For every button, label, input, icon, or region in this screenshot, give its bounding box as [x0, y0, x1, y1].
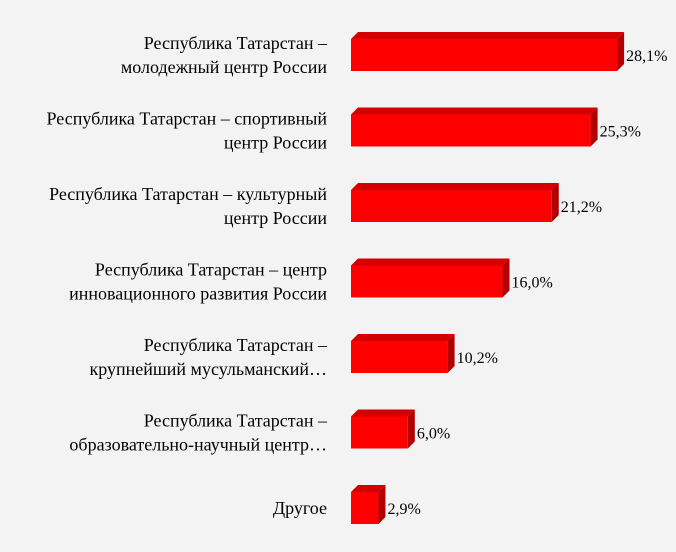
category-label: Республика Татарстан – крупнейший мусульм… [90, 335, 328, 379]
bar [351, 492, 379, 524]
bar-top-face [351, 258, 510, 266]
data-label: 2,9% [387, 501, 420, 518]
bar-side-face [407, 409, 415, 449]
data-label: 28,1% [626, 48, 667, 65]
bar-group [351, 485, 386, 524]
bar-top-face [351, 485, 386, 492]
category-label-line: крупнейший мусульманский… [90, 359, 327, 379]
bar-top-face [351, 32, 625, 39]
data-label: 6,0% [417, 426, 450, 443]
bar-top-face [351, 409, 415, 417]
bar-side-face [502, 258, 510, 298]
category-label-line: образовательно-научный центр… [69, 435, 327, 455]
bar-side-face [590, 107, 598, 147]
bar-side-face [551, 183, 559, 222]
bar [351, 190, 552, 222]
category-label: Республика Татарстан – спортивный центр Р… [47, 109, 328, 153]
bar-side-face [617, 32, 625, 71]
category-label-line: Республика Татарстан – культурный [49, 184, 327, 204]
bar-group [351, 32, 625, 71]
category-label-line: инновационного развития России [69, 284, 327, 304]
category-label: Другое [273, 498, 327, 518]
bar-group [351, 409, 415, 449]
category-label: Республика Татарстан – культурный центр Р… [49, 184, 327, 228]
data-label: 10,2% [457, 350, 498, 367]
bar-side-face [447, 334, 455, 373]
category-label: Республика Татарстан – образовательно-нау… [69, 411, 328, 455]
category-label-line: центр России [224, 208, 327, 228]
category-label-line: Республика Татарстан – центр [95, 260, 327, 280]
category-label-line: Республика Татарстан – спортивный [47, 109, 328, 129]
bar-group [351, 183, 559, 222]
bar-group [351, 334, 455, 373]
category-label: Республика Татарстан – молодежный центр Р… [121, 33, 328, 77]
category-label-line: Другое [273, 498, 327, 518]
category-label-line: Республика Татарстан – [144, 33, 328, 53]
category-label-line: молодежный центр России [121, 57, 328, 77]
data-label: 25,3% [600, 124, 641, 141]
bar-top-face [351, 107, 598, 115]
bar [351, 341, 448, 373]
bar [351, 416, 408, 449]
bar-group [351, 107, 598, 147]
data-label: 16,0% [512, 275, 553, 292]
bar-top-face [351, 334, 455, 341]
bar [351, 39, 618, 71]
category-label-line: Республика Татарстан – [144, 411, 328, 431]
bar-side-face [378, 485, 386, 524]
data-label: 21,2% [561, 199, 602, 216]
category-label: Республика Татарстан – центр инновационно… [69, 260, 327, 304]
bar [351, 265, 503, 298]
bar [351, 114, 591, 147]
category-label-line: центр России [224, 133, 327, 153]
category-label-line: Республика Татарстан – [144, 335, 328, 355]
bar-group [351, 258, 510, 298]
bar-top-face [351, 183, 559, 190]
